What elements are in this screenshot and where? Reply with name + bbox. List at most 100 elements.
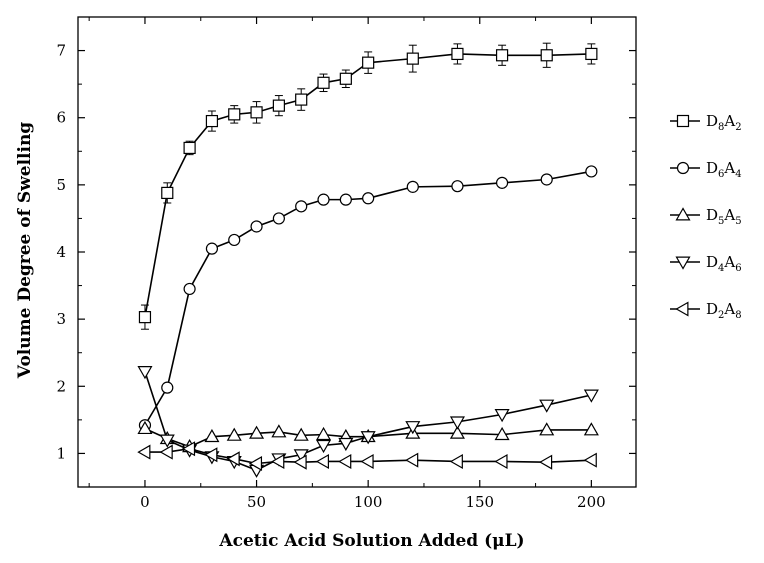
legend-text: D [706, 206, 718, 224]
legend-subscript: 6 [735, 263, 741, 274]
legend-entry-d5a5: D5A5 [670, 206, 742, 227]
data-point [495, 49, 509, 62]
series-d8a2 [138, 42, 598, 330]
x-tick-label: 0 [140, 493, 150, 511]
y-tick-label: 3 [56, 310, 66, 328]
y-tick-label: 4 [56, 243, 66, 261]
legend-entry-d2a8: D2A8 [670, 300, 742, 321]
legend-text: A [723, 300, 735, 318]
data-point [159, 434, 175, 448]
legend-marker [676, 161, 690, 175]
legend-subscript: 5 [735, 216, 741, 227]
data-point [161, 186, 174, 200]
data-point [362, 56, 375, 69]
legend-text: A [723, 112, 735, 130]
legend-subscript: 5 [718, 216, 724, 227]
data-point [293, 427, 309, 441]
legend-text: D [706, 159, 718, 177]
data-point [360, 453, 374, 470]
data-point [315, 453, 329, 470]
data-point [583, 389, 599, 403]
legend-marker [676, 114, 690, 128]
legend-label: D8A2 [706, 112, 742, 133]
data-point [315, 426, 332, 441]
data-point [362, 192, 375, 205]
data-point [494, 409, 510, 423]
series-line [144, 447, 592, 465]
legend-label: D2A8 [706, 300, 742, 321]
legend-subscript: 6 [718, 169, 724, 180]
legend-subscript: 2 [718, 310, 724, 321]
data-point [272, 212, 285, 225]
data-point [539, 422, 555, 436]
legend-text: A [723, 253, 735, 271]
legend-subscript: 8 [735, 310, 741, 321]
data-point [339, 72, 352, 85]
legend-entry-d8a2: D8A2 [670, 112, 742, 133]
data-point [249, 425, 265, 439]
data-point [406, 52, 419, 65]
axes: 0 50 100 150 200 1 2 3 4 5 6 7 [56, 16, 637, 511]
data-point [228, 108, 241, 121]
data-point [205, 242, 219, 255]
series-d5a5 [137, 420, 599, 453]
legend-subscript: 8 [718, 122, 724, 133]
x-tick-label: 150 [465, 493, 494, 511]
data-point [339, 193, 352, 206]
series-line [144, 170, 592, 426]
legend-text: D [706, 112, 718, 130]
series-d6a4 [138, 165, 598, 432]
x-tick-label: 100 [354, 493, 383, 511]
data-point [159, 444, 173, 460]
data-point [295, 93, 308, 106]
data-point [293, 454, 307, 470]
series-line [144, 427, 592, 448]
data-point [583, 452, 597, 468]
data-point [248, 455, 263, 472]
data-point [271, 424, 287, 438]
data-point [494, 426, 510, 441]
data-point [405, 421, 421, 435]
data-point [317, 76, 330, 89]
data-point [137, 366, 153, 380]
series-d2a8 [137, 441, 597, 472]
data-point [271, 453, 285, 470]
y-tick-label: 5 [56, 176, 66, 194]
data-point [317, 193, 330, 206]
data-point [295, 200, 308, 213]
legend-subscript: 2 [735, 122, 741, 133]
y-tick-label: 1 [56, 444, 66, 462]
data-point [204, 447, 218, 463]
legend-marker [675, 207, 691, 221]
legend-label: D4A6 [706, 253, 742, 274]
data-point [204, 428, 220, 443]
y-tick-label: 2 [56, 377, 66, 395]
data-point [272, 99, 285, 112]
data-point [181, 441, 196, 457]
data-point [161, 381, 174, 394]
data-point [226, 427, 242, 441]
data-point [250, 106, 263, 119]
legend-label: D6A4 [706, 159, 742, 180]
data-point [137, 444, 151, 460]
x-axis-title: Acetic Acid Solution Added (μL) [218, 531, 524, 551]
x-tick-label: 50 [247, 493, 266, 511]
data-point [183, 141, 196, 155]
legend-marker [675, 256, 691, 270]
data-point [540, 173, 553, 186]
legend-subscript: 4 [718, 263, 724, 274]
data-point [540, 49, 553, 62]
data-point [183, 282, 196, 296]
data-point [338, 453, 352, 470]
data-point [585, 47, 598, 61]
plot-series [137, 42, 599, 478]
data-point [228, 233, 241, 247]
data-point [583, 422, 599, 436]
y-tick-label: 7 [56, 42, 66, 60]
x-tick-label: 200 [577, 493, 606, 511]
series-line [144, 371, 592, 472]
data-point [250, 220, 263, 233]
legend-entry-d4a6: D4A6 [670, 253, 742, 274]
data-point [585, 165, 598, 178]
data-point [137, 420, 153, 435]
